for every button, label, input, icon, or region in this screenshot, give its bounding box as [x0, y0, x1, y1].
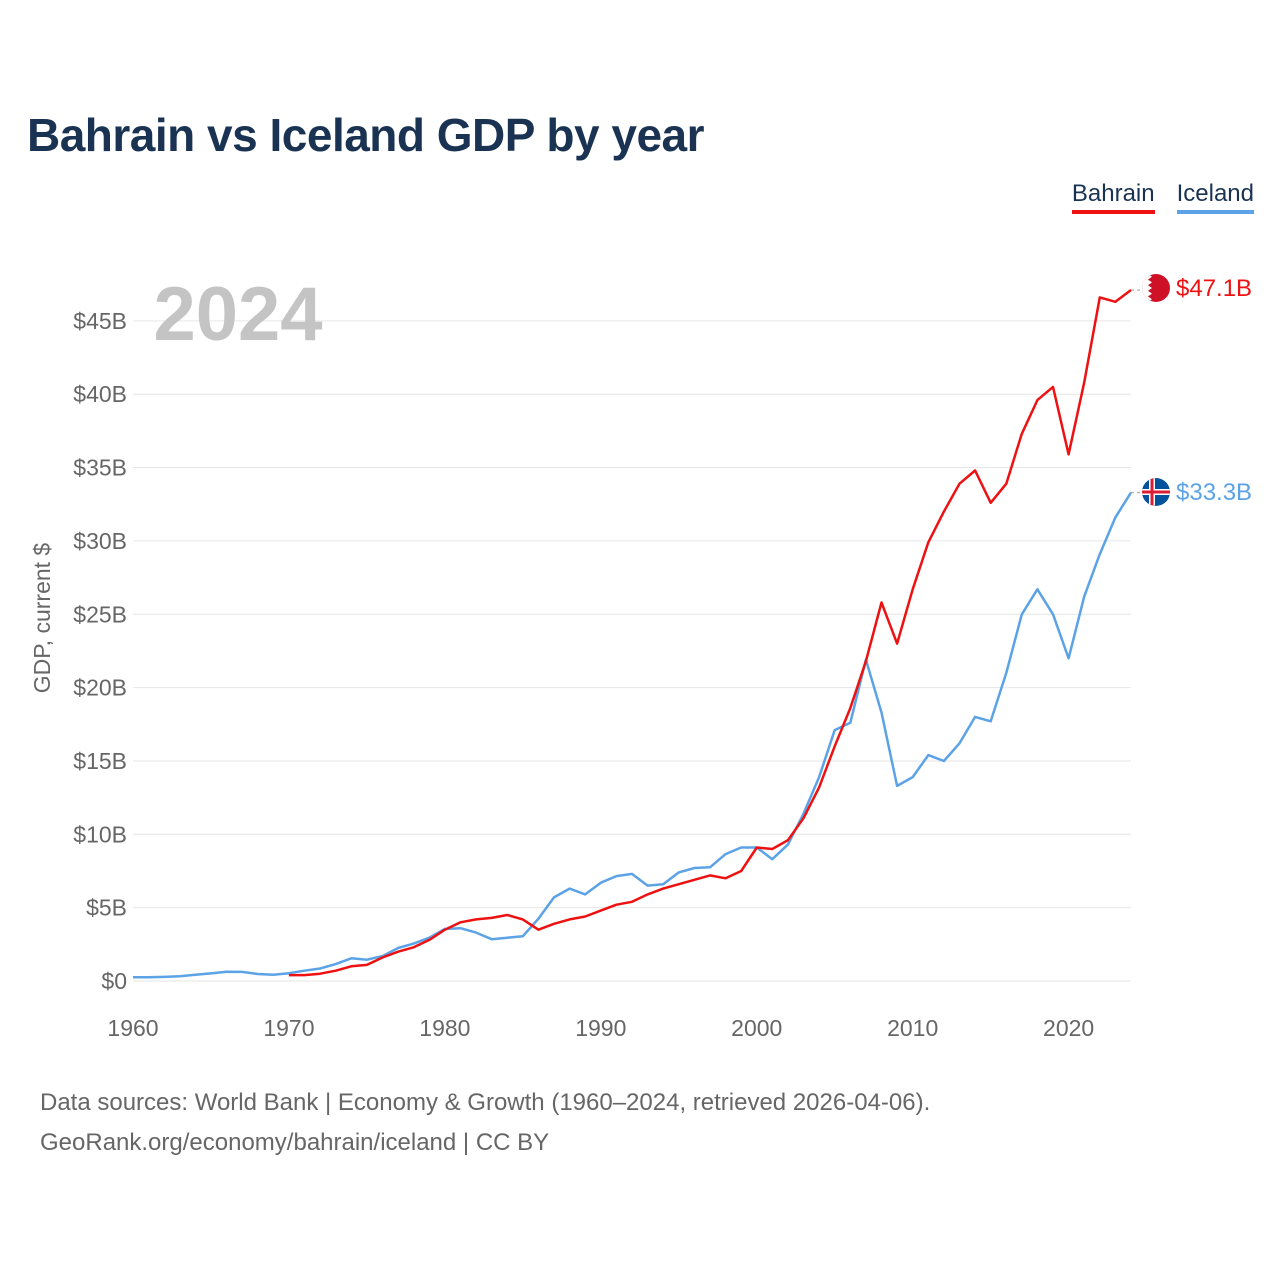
legend-item-bahrain[interactable]: Bahrain: [1071, 180, 1155, 214]
source-line-2[interactable]: GeoRank.org/economy/bahrain/iceland | CC…: [40, 1129, 550, 1156]
grid-lines: [133, 320, 1131, 982]
series-group: [133, 289, 1142, 979]
y-axis-label: GDP, current $: [29, 543, 55, 694]
x-tick-label: 2010: [887, 1015, 938, 1041]
y-tick-label: $35B: [73, 455, 127, 481]
y-tick-label: $30B: [73, 528, 127, 554]
y-tick-label: $0: [101, 968, 127, 994]
x-tick-label: 1970: [263, 1015, 314, 1041]
chart-title: Bahrain vs Iceland GDP by year: [27, 109, 705, 161]
x-tick-label: 1960: [107, 1015, 158, 1041]
series-line-bahrain[interactable]: [288, 289, 1132, 977]
y-tick-label: $5B: [86, 895, 127, 921]
source-line-1: Data sources: World Bank | Economy & Gro…: [40, 1089, 931, 1116]
series-line-iceland[interactable]: [133, 491, 1133, 979]
legend-label-bahrain: Bahrain: [1071, 180, 1155, 207]
x-tick-label: 1990: [575, 1015, 626, 1041]
legend-label-iceland: Iceland: [1176, 180, 1254, 207]
year-watermark: 2024: [153, 272, 322, 357]
x-axis-ticks: 1960 1970 1980 1990 2000 2010 2020: [107, 1015, 1094, 1041]
y-tick-label: $40B: [73, 381, 127, 407]
data-source-note: Data sources: World Bank | Economy & Gro…: [40, 1083, 930, 1163]
legend: Bahrain Iceland: [1071, 180, 1254, 214]
x-tick-label: 2000: [731, 1015, 782, 1041]
y-tick-label: $20B: [73, 675, 127, 701]
y-tick-label: $15B: [73, 748, 127, 774]
x-tick-label: 1980: [419, 1015, 470, 1041]
bahrain-end-value-label: $47.1B: [1176, 275, 1252, 302]
y-tick-label: $10B: [73, 821, 127, 847]
bahrain-flag-icon: [1142, 274, 1170, 302]
y-tick-label: $45B: [73, 308, 127, 334]
x-tick-label: 2020: [1043, 1015, 1094, 1041]
iceland-flag-icon: [1142, 478, 1170, 506]
y-tick-label: $25B: [73, 601, 127, 627]
y-axis-ticks: $0 $5B $10B $15B $20B $25B $30B $35B $40B $45B: [73, 308, 127, 994]
iceland-end-value-label: $33.3B: [1176, 479, 1252, 506]
legend-item-iceland[interactable]: Iceland: [1176, 180, 1254, 214]
